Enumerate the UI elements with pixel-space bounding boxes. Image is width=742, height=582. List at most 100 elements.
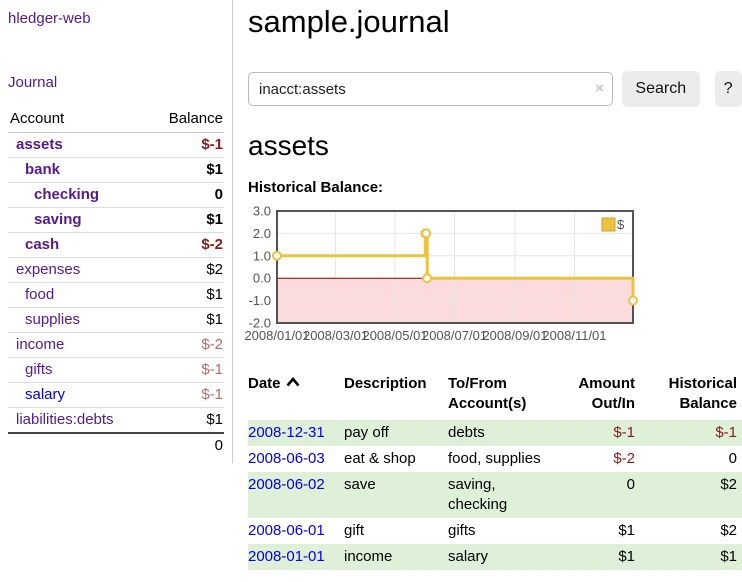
accounts-table: Account Balance assets $-1 bank $1 checkin… (8, 107, 224, 458)
transaction-description: pay off (344, 424, 389, 441)
account-link-liabilities-debts[interactable]: liabilities:debts (16, 411, 114, 428)
column-header-date[interactable]: Date (248, 372, 344, 420)
transaction-amount: $1 (618, 548, 635, 565)
balance-chart: 3.0 2.0 1.0 0.0 -1.0 -2.0 2008/01/01 2008/03/01… (244, 204, 742, 352)
account-row: expenses $2 (8, 257, 224, 283)
svg-text:2008/01/01: 2008/01/01 (244, 328, 309, 343)
accounts-total: 0 (214, 437, 223, 454)
sidebar: hledger-web Journal Account Balance asse… (0, 0, 233, 463)
svg-text:3.0: 3.0 (253, 205, 271, 219)
transaction-row: 2008-12-31 pay off debts $-1 $-1 (248, 420, 742, 446)
brand-link[interactable]: hledger-web (8, 10, 91, 27)
transaction-date-link[interactable]: 2008-01-01 (248, 548, 325, 565)
account-heading: assets (248, 130, 329, 161)
account-balance: $-1 (201, 136, 223, 153)
account-row: checking 0 (8, 182, 224, 208)
transaction-historical: 0 (728, 450, 737, 467)
svg-text:2008/09/01: 2008/09/01 (482, 328, 547, 343)
account-link-bank[interactable]: bank (25, 161, 61, 178)
transaction-amount: $-2 (613, 450, 635, 467)
balance-chart-svg: 3.0 2.0 1.0 0.0 -1.0 -2.02008/01/012008/03/01… (244, 204, 638, 343)
transaction-accounts: debts (448, 424, 485, 441)
svg-text:1.0: 1.0 (253, 248, 271, 263)
column-header-description: Description (344, 375, 427, 392)
transaction-row: 2008-01-01 income salary $1 $1 (248, 544, 742, 570)
svg-text:2008/11/01: 2008/11/01 (542, 328, 606, 343)
account-balance: $2 (206, 261, 223, 278)
transaction-historical: $-1 (715, 424, 737, 441)
account-balance: $-1 (201, 386, 223, 403)
account-row: liabilities:debts $1 (8, 407, 224, 434)
account-row: salary $-1 (8, 382, 224, 408)
account-row: gifts $-1 (8, 357, 224, 383)
transaction-accounts: salary (448, 548, 489, 565)
help-button[interactable]: ? (714, 71, 742, 107)
column-header-historical: Historical Balance (668, 375, 737, 412)
account-balance: $1 (206, 211, 223, 228)
transaction-date-link[interactable]: 2008-06-01 (248, 522, 325, 539)
clear-search-icon[interactable]: × (595, 80, 604, 97)
search-button[interactable]: Search (622, 71, 700, 107)
transaction-historical: $2 (720, 476, 737, 493)
account-link-assets[interactable]: assets (16, 136, 63, 153)
svg-text:-2.0: -2.0 (249, 316, 271, 331)
account-balance: $1 (206, 311, 223, 328)
account-balance: $1 (206, 286, 223, 303)
svg-text:2008/03/01: 2008/03/01 (303, 328, 368, 343)
accounts-header-balance: Balance (168, 110, 223, 127)
register-header-row: Date Description To/From Account(s) Amou… (248, 372, 742, 420)
transaction-date-link[interactable]: 2008-06-02 (248, 476, 325, 493)
account-balance: $1 (206, 161, 223, 178)
chart-title: Historical Balance: (248, 179, 384, 196)
account-row: income $-2 (8, 332, 224, 358)
account-balance: $-2 (201, 336, 223, 353)
transaction-date-link[interactable]: 2008-12-31 (248, 424, 325, 441)
account-row: saving $1 (8, 207, 224, 233)
search-form: × Search ? (248, 71, 742, 107)
sort-ascending-icon (286, 374, 300, 394)
transaction-amount: $-1 (613, 424, 635, 441)
account-balance: $1 (206, 411, 223, 428)
svg-text:2008/05/01: 2008/05/01 (362, 328, 427, 343)
accounts-header-account: Account (10, 110, 65, 127)
transaction-description: eat & shop (344, 450, 416, 467)
search-input[interactable] (248, 72, 613, 106)
account-row: assets $-1 (8, 132, 224, 158)
account-link-cash[interactable]: cash (25, 236, 60, 253)
transaction-amount: $1 (618, 522, 635, 539)
account-link-gifts[interactable]: gifts (25, 361, 53, 378)
account-link-food[interactable]: food (25, 286, 55, 303)
transaction-historical: $1 (720, 548, 737, 565)
transaction-row: 2008-06-03 eat & shop food, supplies $-2… (248, 446, 742, 472)
account-link-supplies[interactable]: supplies (25, 311, 81, 328)
account-row: cash $-2 (8, 232, 224, 258)
page-title: sample.journal (248, 4, 450, 39)
account-link-checking[interactable]: checking (34, 186, 100, 203)
account-row: food $1 (8, 282, 224, 308)
column-header-tofrom: To/From Account(s) (448, 375, 527, 412)
svg-text:2008/07/01: 2008/07/01 (422, 328, 487, 343)
accounts-total-row: 0 (8, 433, 224, 458)
transaction-amount: 0 (626, 476, 635, 493)
account-balance: $-1 (201, 361, 223, 378)
sidebar-item-journal[interactable]: Journal (8, 74, 58, 91)
svg-text:$: $ (617, 217, 625, 232)
transaction-date-link[interactable]: 2008-06-03 (248, 450, 325, 467)
svg-text:0.0: 0.0 (253, 271, 271, 286)
account-link-salary[interactable]: salary (25, 386, 66, 403)
transaction-historical: $2 (720, 522, 737, 539)
column-header-amount: Amount Out/In (578, 375, 635, 412)
account-balance: $-2 (201, 236, 223, 253)
transaction-description: save (344, 476, 376, 493)
account-row: bank $1 (8, 157, 224, 183)
transaction-accounts: saving, checking (448, 476, 508, 513)
account-link-saving[interactable]: saving (34, 211, 82, 228)
transaction-row: 2008-06-01 gift gifts $1 $2 (248, 518, 742, 544)
account-link-expenses[interactable]: expenses (16, 261, 81, 278)
transaction-accounts: gifts (448, 522, 476, 539)
account-link-income[interactable]: income (16, 336, 65, 353)
transaction-accounts: food, supplies (448, 450, 541, 467)
svg-text:2.0: 2.0 (253, 226, 271, 241)
transaction-description: gift (344, 522, 365, 539)
account-row: supplies $1 (8, 307, 224, 333)
